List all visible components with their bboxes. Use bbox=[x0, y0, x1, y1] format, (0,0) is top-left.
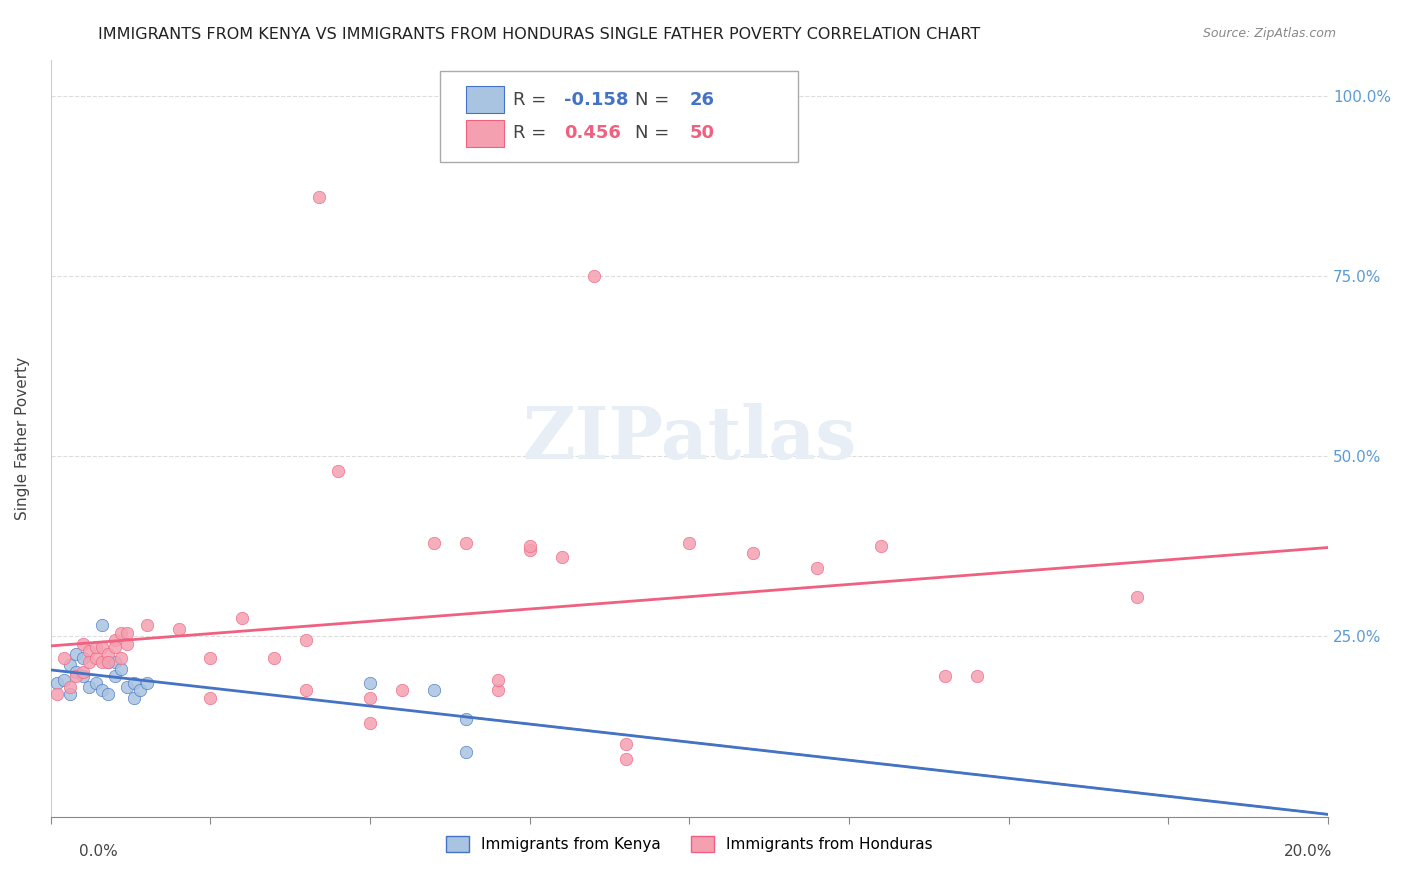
Point bbox=[966, 669, 988, 683]
Point bbox=[90, 683, 112, 698]
Text: Source: ZipAtlas.com: Source: ZipAtlas.com bbox=[1202, 27, 1336, 40]
Text: -0.158: -0.158 bbox=[564, 91, 628, 109]
Point bbox=[72, 669, 94, 683]
Point bbox=[122, 690, 145, 705]
Point bbox=[84, 640, 107, 654]
Text: N =: N = bbox=[634, 124, 669, 142]
Point bbox=[122, 676, 145, 690]
Point bbox=[454, 535, 477, 549]
Point bbox=[59, 687, 82, 701]
Point bbox=[934, 669, 956, 683]
Point bbox=[90, 655, 112, 669]
Point bbox=[295, 683, 318, 698]
Point bbox=[870, 539, 893, 553]
Point bbox=[200, 690, 222, 705]
Point bbox=[97, 655, 120, 669]
Point bbox=[110, 625, 132, 640]
Point bbox=[614, 752, 637, 766]
Point bbox=[104, 655, 127, 669]
Point bbox=[46, 687, 69, 701]
Point bbox=[359, 690, 381, 705]
Point bbox=[77, 680, 100, 694]
Point bbox=[104, 669, 127, 683]
Point bbox=[423, 683, 446, 698]
Point bbox=[46, 676, 69, 690]
Point bbox=[72, 636, 94, 650]
FancyBboxPatch shape bbox=[465, 87, 505, 112]
Point bbox=[97, 648, 120, 662]
Point bbox=[200, 651, 222, 665]
Point bbox=[167, 622, 190, 636]
Point bbox=[117, 625, 139, 640]
Point bbox=[84, 651, 107, 665]
Text: ZIPatlas: ZIPatlas bbox=[523, 402, 856, 474]
Point bbox=[295, 632, 318, 647]
Point bbox=[77, 655, 100, 669]
Text: 50: 50 bbox=[689, 124, 714, 142]
Point bbox=[551, 549, 574, 564]
Point bbox=[359, 676, 381, 690]
Point bbox=[391, 683, 413, 698]
Y-axis label: Single Father Poverty: Single Father Poverty bbox=[15, 357, 30, 520]
Point bbox=[454, 712, 477, 726]
Point bbox=[117, 636, 139, 650]
Point bbox=[614, 738, 637, 752]
Point bbox=[72, 651, 94, 665]
Point bbox=[77, 644, 100, 658]
Point bbox=[519, 542, 541, 557]
Point bbox=[1125, 590, 1147, 604]
Point bbox=[65, 648, 87, 662]
Point bbox=[135, 676, 157, 690]
Text: 0.456: 0.456 bbox=[564, 124, 621, 142]
Point bbox=[742, 546, 765, 560]
Point bbox=[263, 651, 285, 665]
Point bbox=[486, 683, 509, 698]
FancyBboxPatch shape bbox=[440, 71, 799, 161]
Text: IMMIGRANTS FROM KENYA VS IMMIGRANTS FROM HONDURAS SINGLE FATHER POVERTY CORRELAT: IMMIGRANTS FROM KENYA VS IMMIGRANTS FROM… bbox=[98, 27, 980, 42]
Point bbox=[308, 189, 330, 203]
Point bbox=[519, 539, 541, 553]
Point bbox=[328, 463, 350, 477]
Point bbox=[135, 618, 157, 632]
Point bbox=[486, 673, 509, 687]
Point bbox=[59, 658, 82, 673]
Text: 26: 26 bbox=[689, 91, 714, 109]
Point bbox=[117, 680, 139, 694]
Point bbox=[423, 535, 446, 549]
Point bbox=[110, 662, 132, 676]
Text: R =: R = bbox=[513, 124, 547, 142]
FancyBboxPatch shape bbox=[465, 120, 505, 146]
Text: 20.0%: 20.0% bbox=[1284, 845, 1331, 859]
Point bbox=[231, 611, 253, 625]
Point bbox=[52, 651, 75, 665]
Point bbox=[90, 618, 112, 632]
Point bbox=[84, 676, 107, 690]
Point bbox=[104, 640, 127, 654]
Text: 0.0%: 0.0% bbox=[79, 845, 118, 859]
Point bbox=[104, 632, 127, 647]
Text: N =: N = bbox=[634, 91, 669, 109]
Point bbox=[72, 665, 94, 680]
Point bbox=[59, 680, 82, 694]
Point bbox=[97, 687, 120, 701]
Point bbox=[90, 640, 112, 654]
Point bbox=[97, 655, 120, 669]
Text: R =: R = bbox=[513, 91, 547, 109]
Point bbox=[359, 715, 381, 730]
Point bbox=[110, 651, 132, 665]
Point bbox=[65, 665, 87, 680]
Point bbox=[454, 745, 477, 759]
Point bbox=[678, 535, 700, 549]
Point bbox=[129, 683, 152, 698]
Point bbox=[65, 669, 87, 683]
Point bbox=[52, 673, 75, 687]
Point bbox=[582, 268, 605, 283]
Point bbox=[806, 561, 828, 575]
